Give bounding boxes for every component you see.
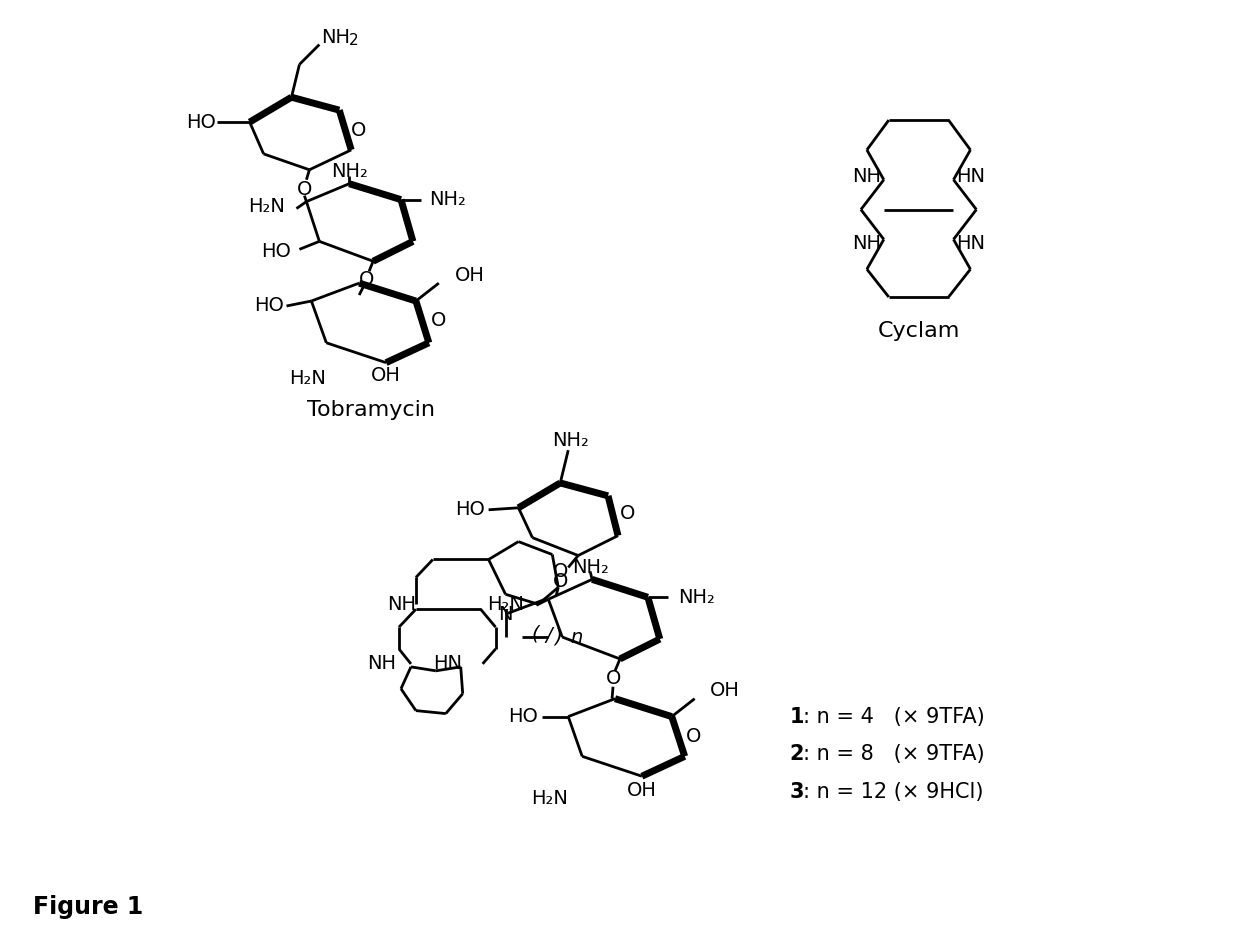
Text: : n = 8   (× 9TFA): : n = 8 (× 9TFA) bbox=[804, 744, 985, 764]
Text: O: O bbox=[553, 562, 568, 581]
Text: N: N bbox=[498, 605, 513, 623]
Text: HO: HO bbox=[254, 296, 284, 315]
Text: ): ) bbox=[554, 627, 562, 646]
Text: Cyclam: Cyclam bbox=[878, 321, 960, 341]
Text: O: O bbox=[553, 572, 568, 591]
Text: 1: 1 bbox=[789, 707, 804, 727]
Text: NH₂: NH₂ bbox=[678, 587, 714, 606]
Text: NH₂: NH₂ bbox=[572, 558, 609, 577]
Text: NH₂: NH₂ bbox=[429, 190, 466, 209]
Text: 3: 3 bbox=[789, 782, 804, 802]
Text: HO: HO bbox=[186, 113, 216, 132]
Text: 2: 2 bbox=[789, 744, 804, 764]
Text: Tobramycin: Tobramycin bbox=[308, 400, 435, 420]
Text: O: O bbox=[430, 311, 446, 330]
Text: H₂N: H₂N bbox=[487, 595, 525, 614]
Text: NH₂: NH₂ bbox=[552, 431, 589, 450]
Text: HN: HN bbox=[956, 167, 986, 186]
Text: OH: OH bbox=[709, 681, 739, 700]
Text: O: O bbox=[606, 669, 621, 688]
Text: Figure 1: Figure 1 bbox=[32, 896, 143, 920]
Text: NH: NH bbox=[852, 167, 880, 186]
Text: HN: HN bbox=[956, 233, 986, 252]
Text: HO: HO bbox=[262, 242, 291, 261]
Text: : n = 12 (× 9HCl): : n = 12 (× 9HCl) bbox=[804, 782, 983, 802]
Text: NH: NH bbox=[387, 595, 415, 614]
Text: NH: NH bbox=[321, 28, 351, 47]
Text: NH: NH bbox=[852, 233, 880, 252]
Text: 2: 2 bbox=[350, 32, 358, 47]
Text: H₂N: H₂N bbox=[248, 197, 284, 216]
Text: NH₂: NH₂ bbox=[331, 162, 367, 181]
Text: O: O bbox=[351, 121, 367, 140]
Text: O: O bbox=[686, 727, 701, 746]
Text: : n = 4   (× 9TFA): : n = 4 (× 9TFA) bbox=[804, 707, 985, 727]
Text: HN: HN bbox=[433, 655, 461, 674]
Text: HO: HO bbox=[455, 500, 485, 519]
Text: O: O bbox=[358, 270, 373, 288]
Text: OH: OH bbox=[627, 781, 657, 800]
Text: H₂N: H₂N bbox=[289, 369, 326, 388]
Text: O: O bbox=[620, 504, 635, 523]
Text: OH: OH bbox=[371, 366, 401, 385]
Text: (: ( bbox=[532, 624, 539, 643]
Text: HO: HO bbox=[508, 707, 538, 726]
Text: n: n bbox=[570, 627, 583, 646]
Text: OH: OH bbox=[455, 266, 485, 285]
Text: O: O bbox=[296, 180, 312, 199]
Text: H₂N: H₂N bbox=[532, 789, 568, 808]
Text: /: / bbox=[546, 625, 552, 644]
Text: NH: NH bbox=[367, 655, 396, 674]
